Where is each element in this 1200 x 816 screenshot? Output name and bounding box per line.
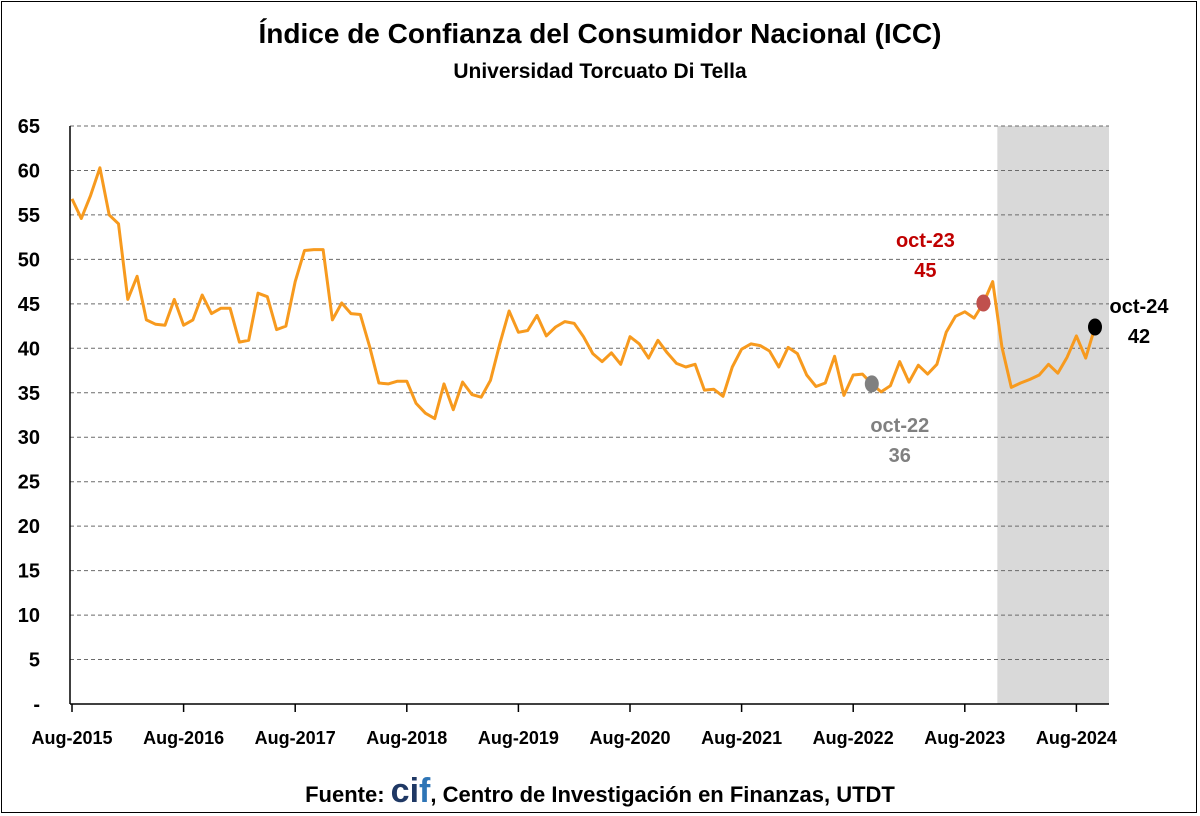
y-tick-label: 5 — [29, 650, 40, 672]
y-tick-label: 10 — [18, 605, 40, 627]
x-tick-label: Aug-2015 — [31, 728, 112, 748]
annotation-value-oct-24: 42 — [1128, 326, 1150, 348]
y-tick-label: - — [33, 694, 40, 716]
source-suffix: , Centro de Investigación en Finanzas, U… — [430, 782, 895, 807]
chart-title: Índice de Confianza del Consumidor Nacio… — [258, 18, 942, 49]
y-tick-label: 25 — [18, 472, 40, 494]
cif-logo: cif — [391, 772, 431, 810]
chart-subtitle: Universidad Torcuato Di Tella — [453, 60, 747, 83]
annotation-value-oct-23: 45 — [914, 260, 936, 282]
x-tick-label: Aug-2021 — [701, 728, 782, 748]
source-footer: Fuente: cif, Centro de Investigación en … — [0, 772, 1200, 811]
y-tick-label: 40 — [18, 338, 40, 360]
y-tick-label: 60 — [18, 160, 40, 182]
y-tick-label: 15 — [18, 561, 40, 583]
shaded-period-band — [997, 126, 1109, 704]
annotation-marker-oct-24 — [1088, 318, 1102, 336]
annotation-value-oct-22: 36 — [889, 445, 911, 467]
icc-series-line — [70, 166, 1097, 421]
x-tick-label: Aug-2017 — [255, 728, 336, 748]
annotation-marker-oct-23 — [976, 294, 991, 312]
y-tick-label: 45 — [18, 294, 40, 316]
x-tick-label: Aug-2022 — [813, 728, 894, 748]
y-tick-label: 65 — [18, 116, 40, 138]
y-tick-label: 55 — [18, 205, 40, 227]
source-prefix: Fuente: — [305, 782, 391, 807]
x-tick-label: Aug-2018 — [366, 728, 447, 748]
x-tick-label: Aug-2023 — [924, 728, 1005, 748]
x-tick-label: Aug-2019 — [478, 728, 559, 748]
cif-logo-f: f — [419, 772, 431, 810]
annotation-label-oct-23: oct-23 — [896, 230, 955, 252]
x-tick-label: Aug-2020 — [589, 728, 670, 748]
y-tick-label: 50 — [18, 249, 40, 271]
annotation-label-oct-22: oct-22 — [870, 415, 929, 437]
annotation-label-oct-24: oct-24 — [1110, 296, 1170, 318]
y-tick-label: 30 — [18, 427, 40, 449]
cif-logo-ci: ci — [390, 772, 420, 810]
x-tick-label: Aug-2024 — [1036, 728, 1117, 748]
annotation-marker-oct-22 — [864, 375, 879, 393]
y-tick-label: 35 — [18, 383, 40, 405]
y-tick-label: 20 — [18, 516, 40, 538]
x-tick-label: Aug-2016 — [143, 728, 224, 748]
